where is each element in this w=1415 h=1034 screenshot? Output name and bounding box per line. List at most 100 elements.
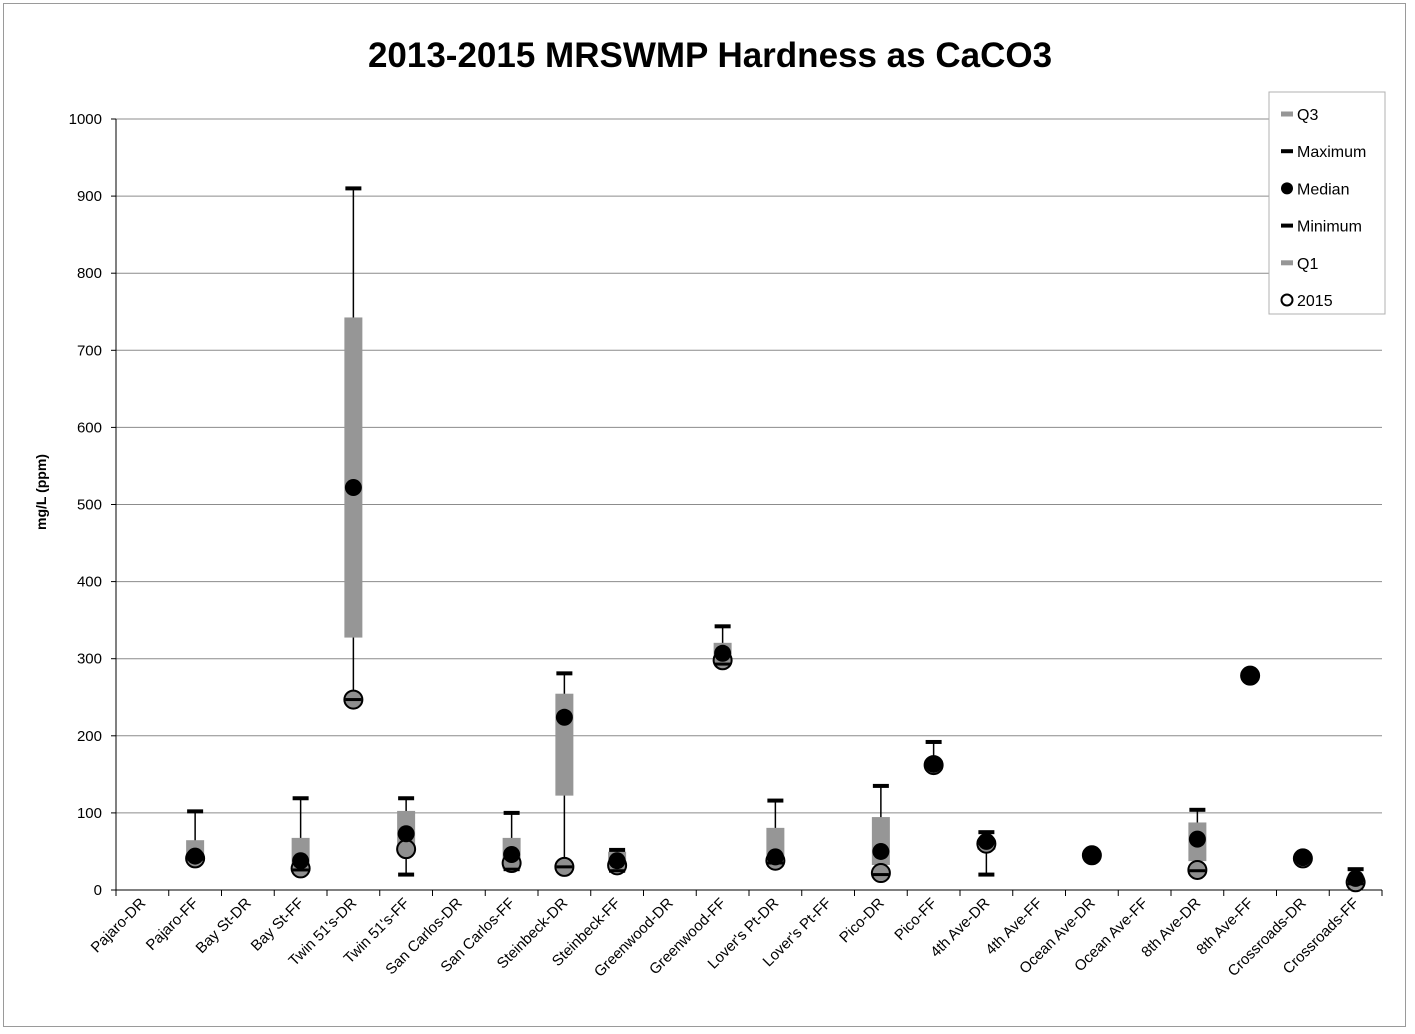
box-group [343, 186, 364, 710]
box-group [290, 796, 311, 879]
legend-box [1268, 91, 1386, 315]
box-group [1345, 867, 1366, 893]
legend-label: Q3 [1297, 107, 1318, 124]
maximum-marker [1347, 867, 1364, 872]
legend-item: Minimum [1281, 219, 1362, 236]
median-marker [872, 842, 890, 860]
maximum-marker [187, 809, 204, 814]
box-group [870, 783, 891, 884]
legend-label: Minimum [1297, 219, 1362, 236]
minimum-marker-overlay [503, 867, 520, 871]
legend-item: 2015 [1280, 293, 1333, 310]
legend-label: Median [1297, 181, 1349, 198]
y-tick-label: 600 [77, 419, 102, 436]
box-group [712, 624, 733, 671]
y-tick-label: 700 [77, 342, 102, 359]
point-2015 [396, 839, 417, 860]
maximum-marker [714, 624, 731, 629]
legend-label: 2015 [1297, 293, 1333, 310]
maximum-marker [1189, 807, 1206, 812]
legend-swatch-q1 [1281, 260, 1293, 266]
minimum-marker-overlay [345, 698, 362, 702]
plot-marks [185, 186, 1366, 893]
median-marker [977, 832, 995, 850]
y-tick-label: 300 [77, 651, 102, 668]
box-group [1292, 848, 1313, 869]
maximum-marker [345, 186, 362, 191]
minimum-marker-overlay [187, 857, 204, 861]
legend-swatch-q3 [1281, 111, 1293, 117]
median-marker [1188, 830, 1206, 848]
maximum-marker [292, 796, 309, 801]
box-group [607, 847, 628, 876]
minimum-marker-overlay [872, 873, 889, 877]
legend-item: Median [1281, 181, 1349, 198]
legend: Q3 Maximum Median Minimum Q1 2015 [1268, 91, 1386, 315]
y-tick-label: 500 [77, 497, 102, 514]
legend-item: Q1 [1281, 256, 1318, 273]
x-tick-label: Bay St-DR [193, 895, 255, 957]
median-marker [1294, 849, 1312, 867]
box-group [1187, 807, 1208, 880]
minimum-marker-overlay [714, 662, 731, 666]
legend-swatch-maximum [1281, 149, 1293, 154]
maximum-marker [978, 830, 995, 835]
minimum-marker-overlay [1083, 853, 1100, 857]
y-tick-label: 400 [77, 574, 102, 591]
median-marker [503, 846, 521, 864]
median-marker [608, 852, 626, 870]
y-tick-label: 800 [77, 265, 102, 282]
chart-frame: 2013-2015 MRSWMP Hardness as CaCO3 mg/L … [3, 3, 1406, 1027]
minimum-marker-overlay [767, 861, 784, 865]
y-tick-label: 900 [77, 188, 102, 205]
y-tick-label: 0 [94, 882, 102, 899]
legend-label: Q1 [1297, 256, 1318, 273]
box-group [765, 798, 786, 871]
legend-swatch-minimum [1281, 223, 1293, 228]
x-tick-label: Pajaro-DR [88, 895, 150, 957]
median-marker [292, 852, 310, 870]
median-marker [397, 825, 415, 843]
gridlines [116, 118, 1382, 814]
chart-title: 2013-2015 MRSWMP Hardness as CaCO3 [368, 36, 1052, 75]
y-tick-labels: 0 100 200 300 400 500 600 700 800 900 1000 [69, 111, 102, 899]
minimum-marker-overlay [292, 868, 309, 872]
maximum-marker [609, 847, 626, 852]
point-2015 [870, 863, 891, 884]
y-tick-label: 1000 [69, 111, 102, 128]
x-tick-label: Pico-FF [891, 895, 940, 944]
maximum-marker [503, 810, 520, 815]
median-marker [714, 644, 732, 662]
box-group [185, 809, 206, 869]
x-tick-label: Pico-DR [836, 895, 888, 947]
median-marker [555, 708, 573, 726]
minimum-marker-overlay [609, 869, 626, 873]
minimum-marker [398, 872, 415, 877]
median-marker [925, 755, 943, 773]
minimum-marker-overlay [1294, 857, 1311, 861]
y-tick-label: 200 [77, 728, 102, 745]
maximum-marker [767, 798, 784, 803]
minimum-marker-overlay [925, 765, 942, 769]
maximum-marker [872, 783, 889, 788]
box-group [923, 739, 944, 776]
y-tick-label: 100 [77, 805, 102, 822]
chart-canvas: 2013-2015 MRSWMP Hardness as CaCO3 mg/L … [33, 36, 1386, 981]
minimum-marker-overlay [1242, 674, 1259, 678]
box-group [554, 671, 575, 877]
maximum-marker [556, 671, 573, 676]
y-axis-label: mg/L (ppm) [33, 454, 49, 530]
minimum-marker-overlay [556, 865, 573, 869]
minimum-marker [978, 872, 995, 877]
box-group [976, 830, 997, 877]
box-group [501, 810, 522, 874]
box-group [396, 796, 417, 877]
minimum-marker-overlay [1189, 869, 1206, 873]
legend-item: Q3 [1281, 107, 1318, 124]
legend-swatch-2015 [1280, 293, 1294, 307]
legend-swatch-median [1281, 182, 1293, 195]
axes [111, 118, 1383, 896]
maximum-marker [925, 739, 942, 744]
legend-label: Maximum [1297, 144, 1366, 161]
